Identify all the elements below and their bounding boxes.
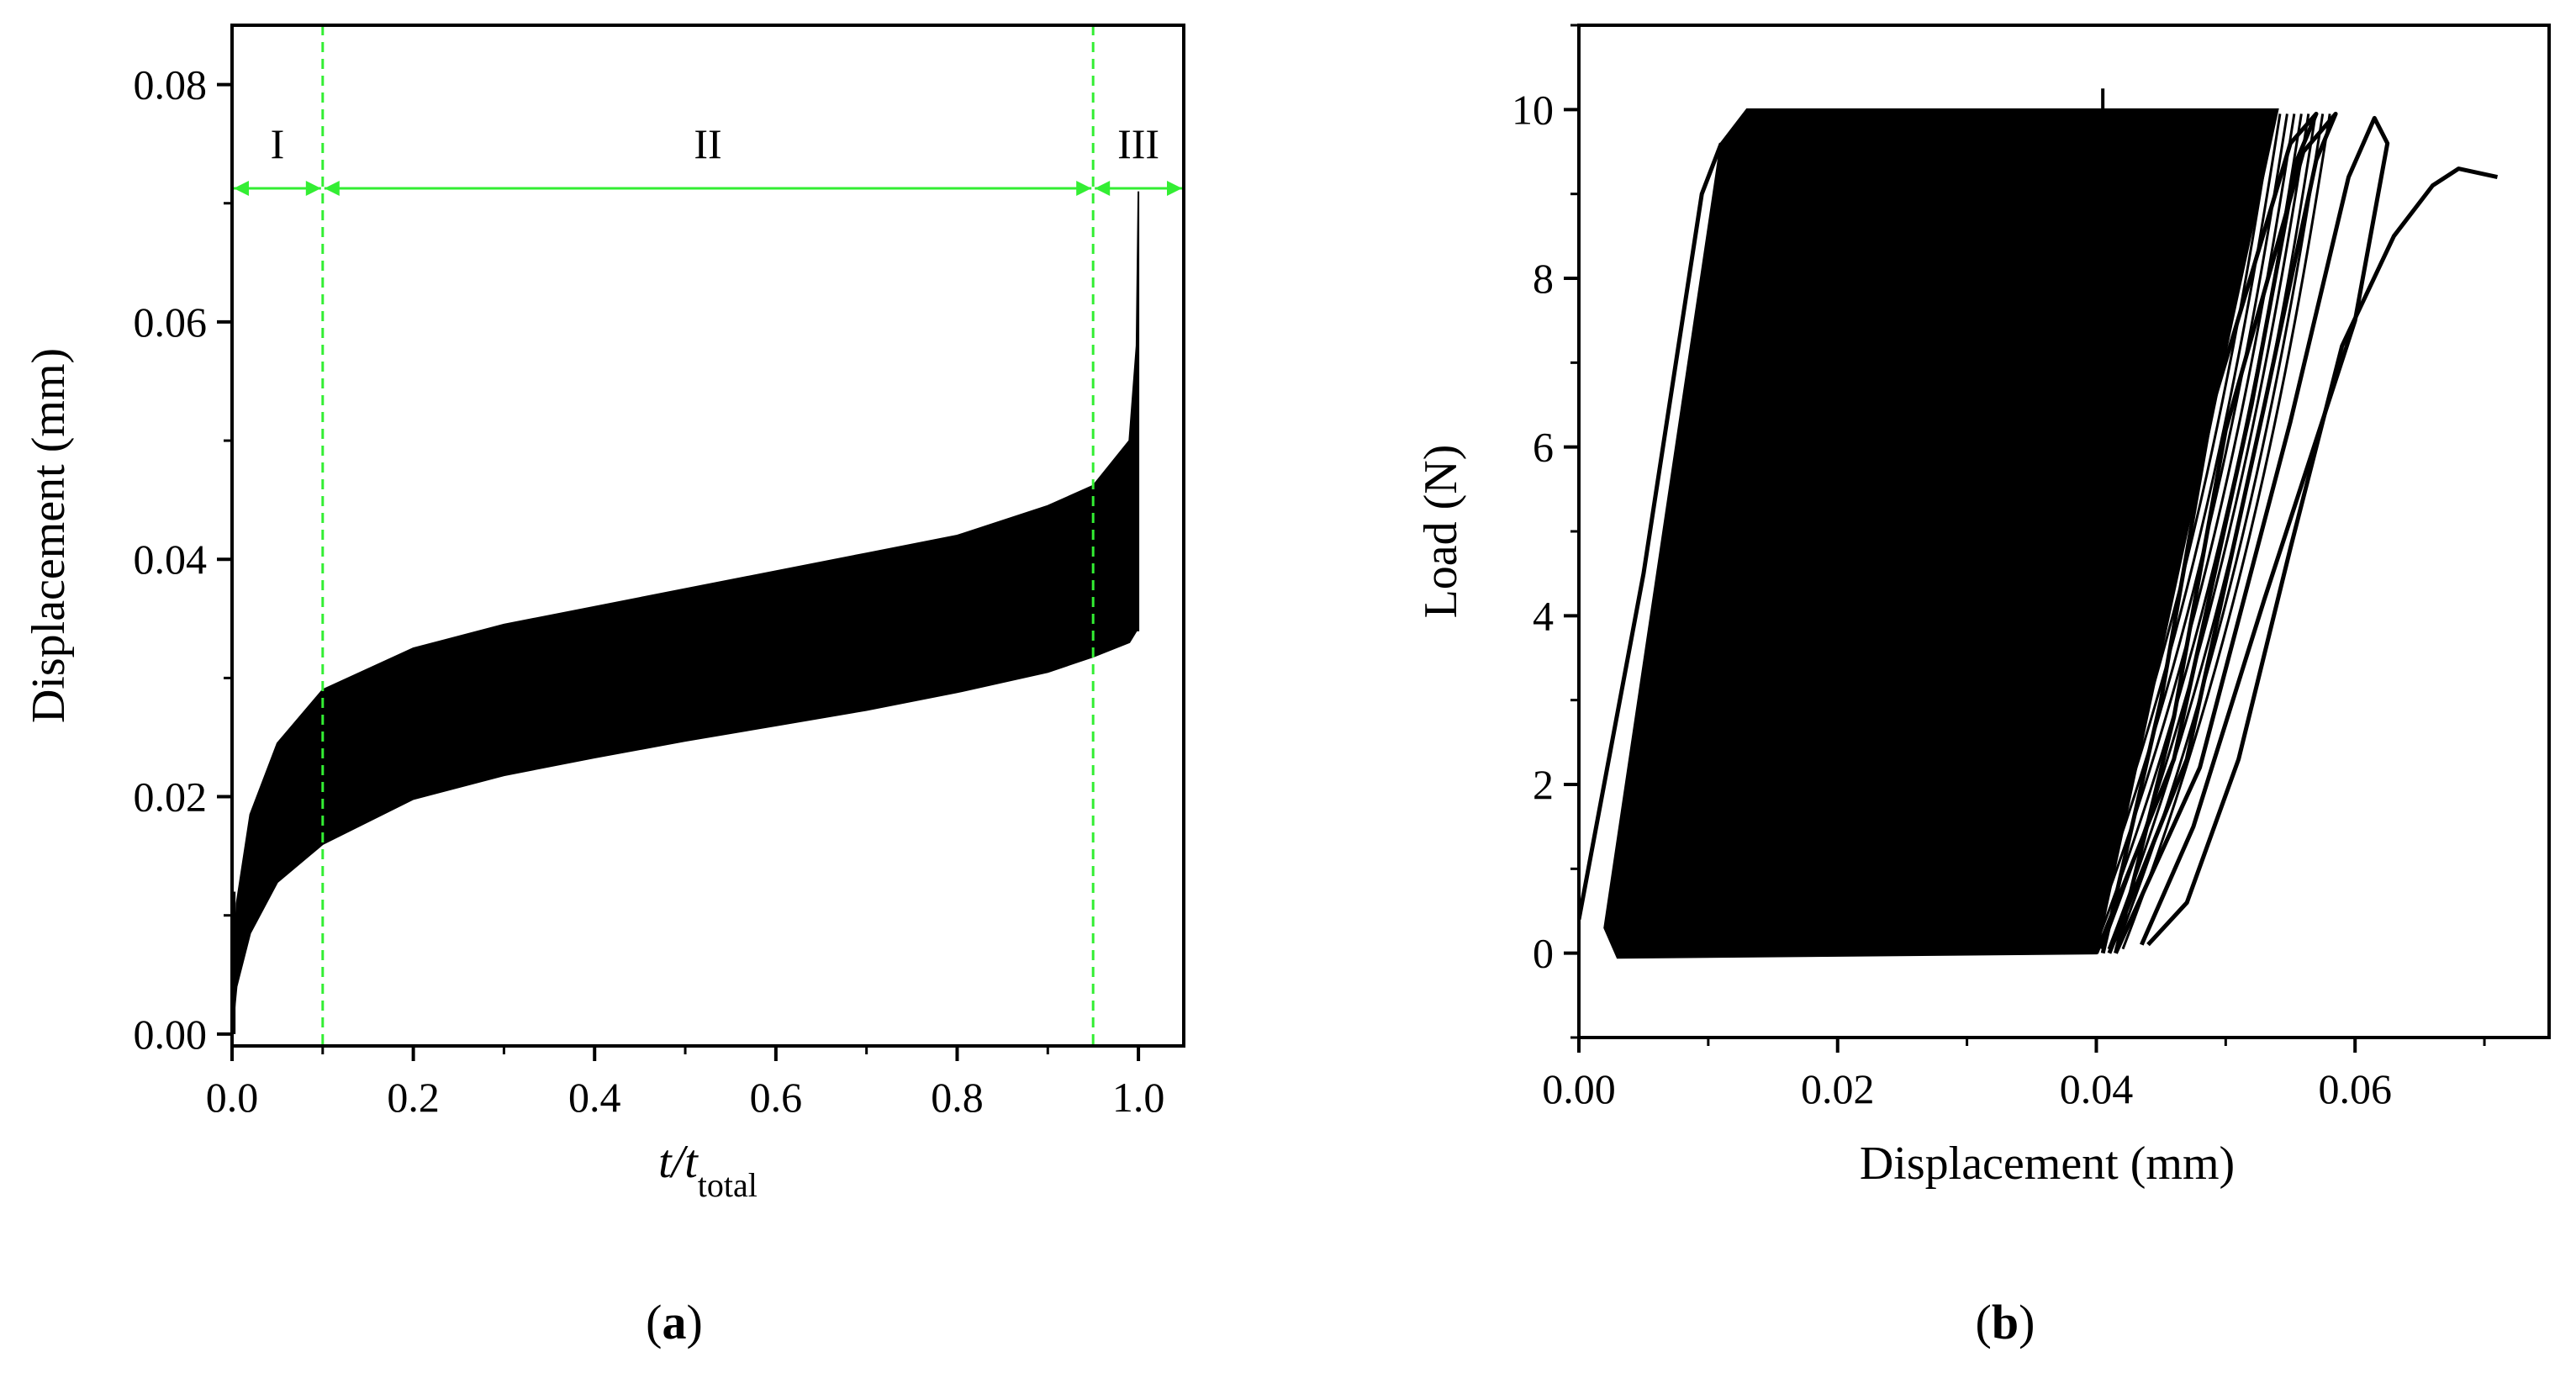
displacement-band — [231, 191, 1140, 1034]
stage-arrowhead-left — [324, 181, 340, 196]
a-y-axis-label: Displacement (mm) — [23, 348, 75, 723]
b-y-tick-label: 10 — [1512, 86, 1554, 133]
b-x-axis-label: Displacement (mm) — [1860, 1138, 2235, 1190]
final-fracture-curve — [2146, 166, 2499, 947]
panel-b-letter: b — [1992, 1295, 2019, 1349]
hysteresis-loop-edge — [2050, 114, 2261, 950]
b-y-tick-label: 6 — [1533, 424, 1554, 471]
region-label-ii: II — [694, 120, 721, 167]
a-stage-boundaries — [234, 25, 1182, 1046]
a-x-axis-label-sub: total — [698, 1166, 757, 1204]
stage-arrowhead-right — [1167, 181, 1182, 196]
b-x-tick-label: 0.06 — [2318, 1065, 2392, 1112]
a-x-tick-label: 1.0 — [1112, 1074, 1165, 1121]
a-x-axis-label-main: t/t — [658, 1136, 699, 1188]
stage-arrowhead-right — [305, 181, 321, 196]
b-y-tick-label: 2 — [1533, 761, 1554, 808]
panel-a-close-paren: ) — [687, 1295, 703, 1349]
b-y-tick-label: 0 — [1533, 930, 1554, 977]
region-label-iii: III — [1117, 120, 1159, 167]
a-y-tick-label: 0.04 — [134, 536, 208, 583]
a-x-axis-label: t/ttotal — [658, 1136, 757, 1204]
panel-b-chart: 0.00 0.02 0.04 0.06 0 2 4 6 8 10 Load (N) Displac… — [1415, 24, 2551, 1349]
a-x-tick-label: 0.0 — [206, 1074, 259, 1121]
b-axis-ticks: 0.00 0.02 0.04 0.06 0 2 4 6 8 10 — [1512, 24, 2486, 1112]
b-x-tick-label: 0.04 — [2060, 1065, 2134, 1112]
b-y-tick-label: 8 — [1533, 255, 1554, 302]
a-axis-ticks: 0.0 0.2 0.4 0.6 0.8 1.0 0.00 0.02 0.04 0.06 0.08 — [134, 61, 1165, 1121]
stage-arrowhead-right — [1076, 181, 1092, 196]
a-y-tick-label: 0.08 — [134, 61, 208, 108]
a-x-tick-label: 0.2 — [387, 1074, 440, 1121]
final-hysteresis-loop — [2094, 111, 2319, 954]
a-x-tick-label: 0.8 — [931, 1074, 984, 1121]
a-data-layer — [231, 191, 1140, 1034]
panel-a-open-paren: ( — [646, 1295, 662, 1349]
hysteresis-loop-edge — [2072, 114, 2282, 950]
final-hysteresis-loop — [2107, 111, 2338, 954]
stage-arrowhead-left — [1095, 181, 1111, 196]
stage-arrowhead-left — [234, 181, 249, 196]
b-x-tick-label: 0.02 — [1801, 1065, 1875, 1112]
hysteresis-loop-edge — [2121, 114, 2331, 950]
panel-b-close-paren: ) — [2019, 1295, 2035, 1349]
first-loading-curve — [1579, 142, 1723, 920]
region-label-i: I — [271, 120, 285, 167]
panel-a-chart: 0.0 0.2 0.4 0.6 0.8 1.0 0.00 0.02 0.04 0.06 0.08 I… — [23, 24, 1185, 1349]
hysteresis-loop-edge — [2064, 114, 2274, 950]
a-stage-regions: I II III — [271, 120, 1159, 167]
a-x-tick-label: 0.4 — [568, 1074, 621, 1121]
b-y-axis-label: Load (N) — [1415, 445, 1467, 619]
a-y-tick-label: 0.02 — [134, 774, 208, 821]
a-y-tick-label: 0.00 — [134, 1011, 208, 1058]
panel-b-open-paren: ( — [1976, 1295, 1992, 1349]
b-y-tick-label: 4 — [1533, 592, 1554, 639]
panel-label-a: (a) — [646, 1295, 703, 1349]
b-data-layer — [1579, 88, 2499, 959]
a-plot-frame — [230, 24, 1185, 1048]
final-hysteresis-loop — [2114, 115, 2390, 954]
a-x-tick-label: 0.6 — [750, 1074, 803, 1121]
hysteresis-loop-edge — [2043, 114, 2253, 950]
b-x-tick-label: 0.00 — [1542, 1065, 1616, 1112]
panel-a-letter: a — [662, 1295, 687, 1349]
a-y-tick-label: 0.06 — [134, 298, 208, 346]
hysteresis-loops-band — [1603, 108, 2279, 959]
panel-label-b: (b) — [1976, 1295, 2035, 1349]
